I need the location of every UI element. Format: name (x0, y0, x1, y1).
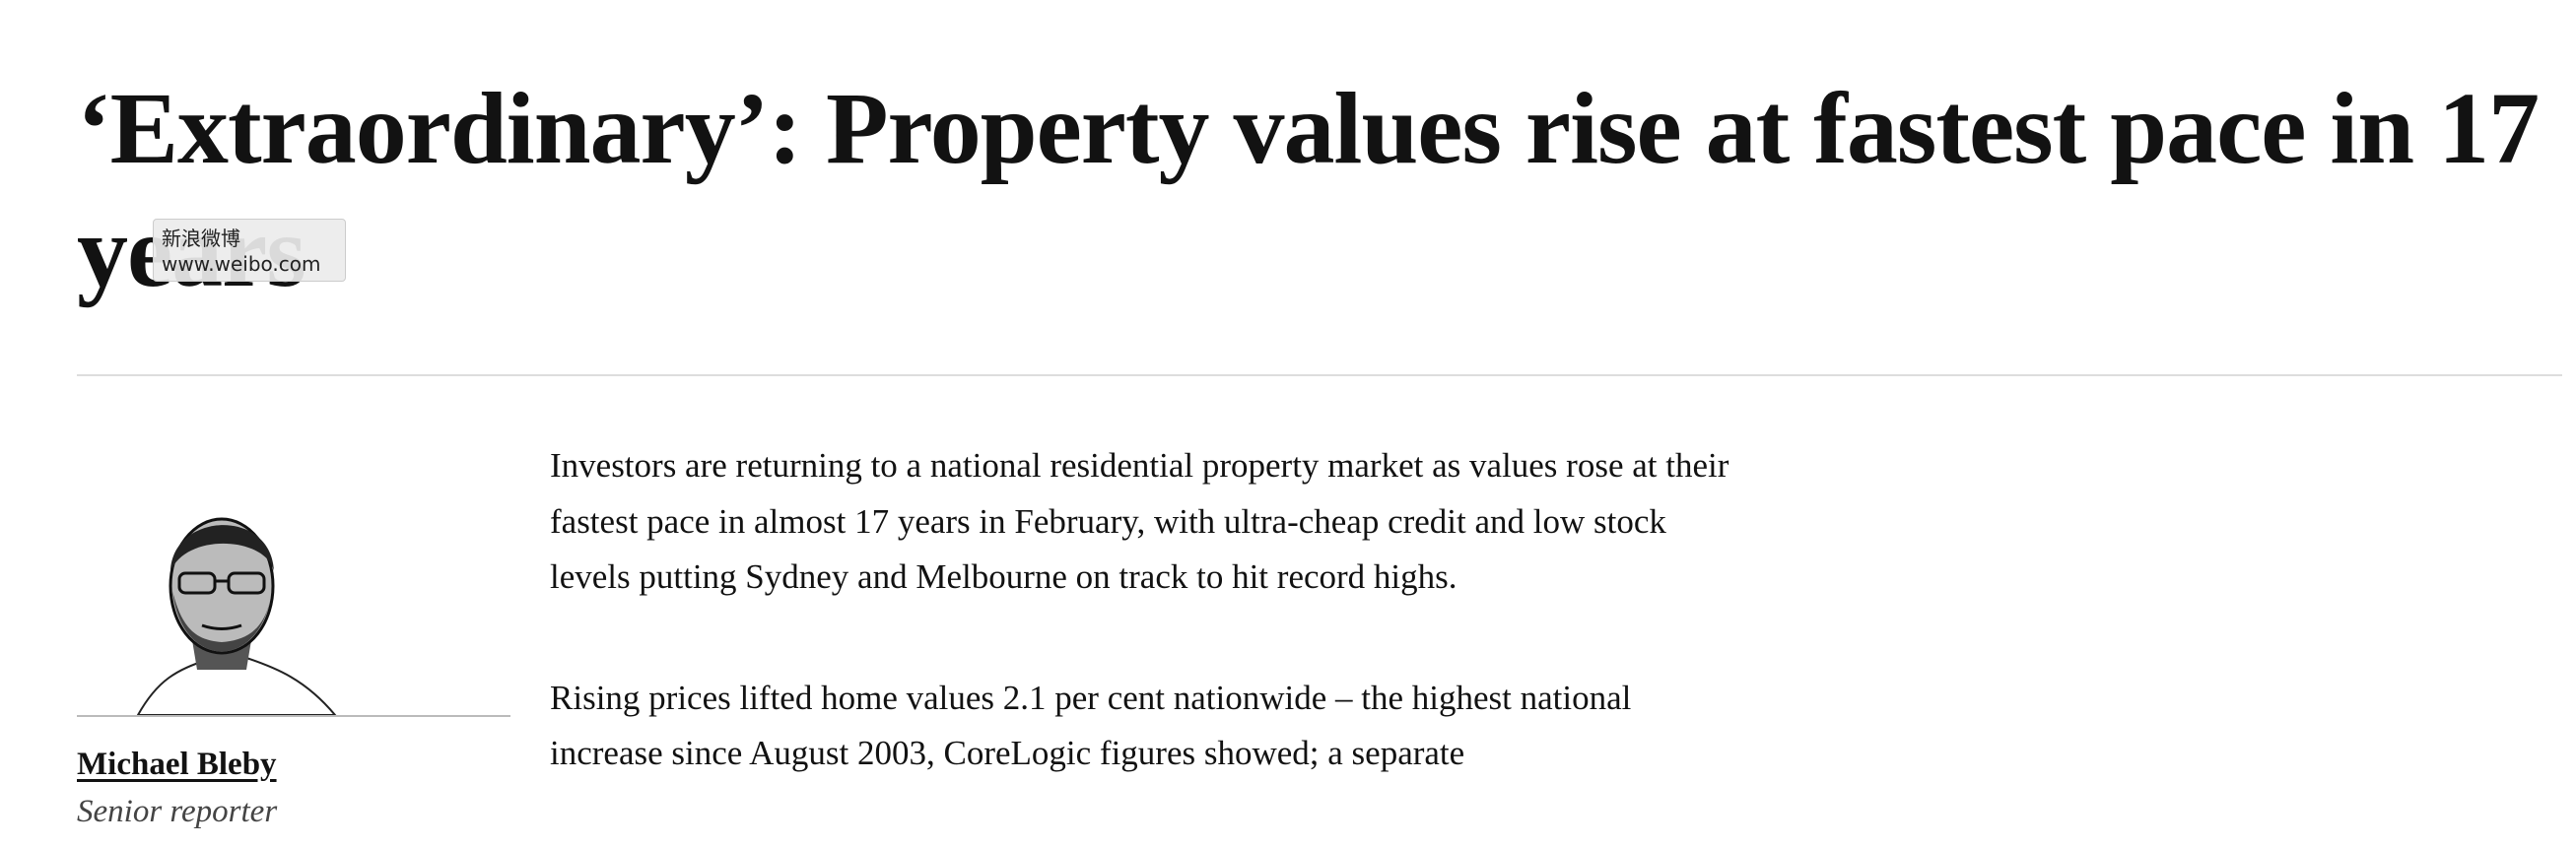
watermark: 新浪微博 www.weibo.com (153, 219, 346, 282)
watermark-brand: 新浪微博 (162, 227, 240, 250)
author-role: Senior reporter (77, 794, 278, 829)
divider (77, 715, 510, 717)
headline: ‘Extraordinary’: Property values rise at… (77, 72, 2540, 308)
watermark-url: www.weibo.com (162, 252, 321, 276)
divider (77, 374, 2562, 376)
paragraph: Investors are returning to a national re… (550, 446, 1729, 596)
paragraph: Rising prices lifted home values 2.1 per… (550, 678, 1632, 773)
author-name[interactable]: Michael Bleby (77, 747, 277, 782)
author-portrait (136, 517, 338, 716)
article-body: Investors are returning to a national re… (550, 438, 1732, 847)
